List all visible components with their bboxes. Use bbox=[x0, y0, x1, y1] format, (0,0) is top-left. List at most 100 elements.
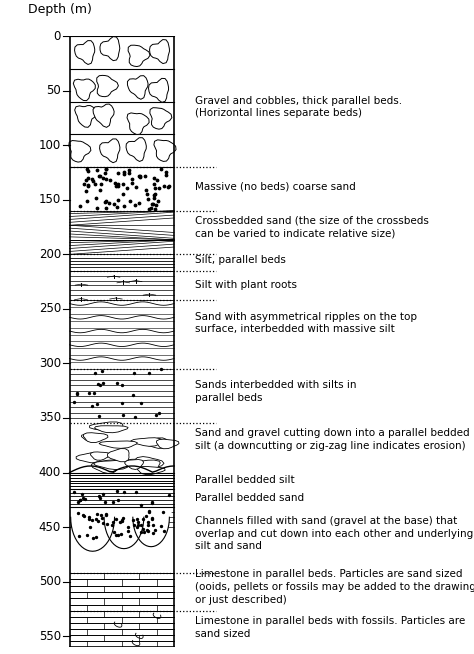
Point bbox=[85, 513, 92, 524]
Point bbox=[140, 526, 147, 537]
Point bbox=[79, 492, 87, 503]
Point bbox=[120, 169, 128, 179]
Point bbox=[92, 514, 100, 525]
Point bbox=[118, 379, 126, 390]
Point bbox=[145, 506, 153, 517]
Point bbox=[144, 526, 151, 536]
Point bbox=[88, 400, 96, 411]
Polygon shape bbox=[73, 79, 95, 101]
Polygon shape bbox=[137, 466, 165, 475]
Point bbox=[145, 203, 153, 214]
Polygon shape bbox=[128, 76, 148, 99]
Point bbox=[89, 532, 97, 543]
Point bbox=[119, 179, 127, 189]
Point bbox=[148, 198, 155, 209]
Point bbox=[135, 171, 143, 181]
Point bbox=[151, 179, 158, 190]
Point bbox=[102, 510, 110, 521]
Point bbox=[118, 529, 125, 540]
Point bbox=[137, 519, 145, 530]
Point bbox=[84, 165, 91, 176]
Point bbox=[142, 185, 150, 196]
Point bbox=[109, 517, 117, 527]
Polygon shape bbox=[91, 452, 110, 460]
Polygon shape bbox=[100, 37, 120, 61]
Text: 250: 250 bbox=[39, 302, 61, 315]
Point bbox=[137, 398, 145, 408]
Point bbox=[120, 167, 128, 177]
Polygon shape bbox=[125, 460, 144, 470]
Point bbox=[133, 521, 140, 532]
Polygon shape bbox=[131, 438, 162, 446]
Point bbox=[93, 203, 101, 213]
Point bbox=[165, 181, 173, 192]
Point bbox=[110, 199, 118, 209]
Text: 200: 200 bbox=[39, 248, 61, 261]
Point bbox=[155, 408, 163, 419]
Point bbox=[80, 511, 88, 521]
Text: 350: 350 bbox=[39, 411, 61, 424]
Point bbox=[83, 530, 91, 541]
Text: Silt, parallel beds: Silt, parallel beds bbox=[195, 255, 286, 265]
Polygon shape bbox=[93, 104, 114, 128]
Point bbox=[131, 199, 139, 210]
Point bbox=[149, 528, 156, 538]
Text: Sand and gravel cutting down into a parallel bedded
silt (a downcutting or zig-z: Sand and gravel cutting down into a para… bbox=[195, 428, 470, 451]
Point bbox=[76, 495, 84, 506]
Point bbox=[160, 181, 168, 191]
Point bbox=[145, 517, 152, 527]
Point bbox=[108, 520, 116, 530]
Point bbox=[157, 364, 164, 375]
Text: 150: 150 bbox=[39, 194, 61, 206]
Point bbox=[142, 511, 150, 521]
Point bbox=[154, 196, 162, 207]
Point bbox=[163, 170, 170, 181]
Polygon shape bbox=[150, 108, 172, 129]
Bar bbox=[70, 508, 174, 573]
Text: Limestone in parallel beds. Particles are sand sized
(ooids, pellets or fossils : Limestone in parallel beds. Particles ar… bbox=[195, 569, 474, 605]
Point bbox=[101, 196, 109, 207]
Point bbox=[112, 181, 119, 191]
Point bbox=[78, 489, 86, 499]
Polygon shape bbox=[97, 75, 118, 97]
Point bbox=[130, 519, 138, 530]
Polygon shape bbox=[128, 45, 150, 67]
Point bbox=[165, 489, 173, 500]
Point bbox=[76, 495, 84, 506]
Point bbox=[102, 164, 110, 175]
Point bbox=[120, 487, 128, 497]
Point bbox=[130, 368, 138, 379]
Point bbox=[71, 397, 78, 407]
Point bbox=[139, 524, 146, 534]
Bar bbox=[70, 573, 174, 611]
Point bbox=[137, 527, 145, 538]
Point bbox=[164, 181, 172, 192]
Point bbox=[101, 497, 109, 508]
Point bbox=[86, 522, 94, 532]
Point bbox=[99, 517, 106, 528]
Polygon shape bbox=[145, 438, 167, 449]
Point bbox=[75, 531, 82, 542]
Text: Sands interbedded with silts in
parallel beds: Sands interbedded with silts in parallel… bbox=[195, 381, 356, 403]
Text: 300: 300 bbox=[39, 357, 61, 370]
Point bbox=[150, 190, 158, 200]
Point bbox=[150, 520, 157, 530]
Point bbox=[132, 411, 139, 422]
Point bbox=[82, 175, 90, 185]
Point bbox=[163, 167, 170, 177]
Point bbox=[123, 182, 130, 193]
Point bbox=[136, 171, 144, 182]
Point bbox=[118, 515, 126, 526]
Text: 400: 400 bbox=[39, 466, 61, 479]
Bar bbox=[70, 36, 174, 167]
Point bbox=[76, 201, 83, 211]
Point bbox=[94, 379, 102, 389]
Bar bbox=[70, 472, 174, 489]
Point bbox=[152, 525, 159, 535]
Point bbox=[74, 508, 82, 519]
Point bbox=[147, 203, 155, 213]
Point bbox=[99, 377, 107, 388]
Point bbox=[126, 165, 133, 175]
Point bbox=[151, 183, 159, 194]
Text: Silt with plant roots: Silt with plant roots bbox=[195, 280, 297, 290]
